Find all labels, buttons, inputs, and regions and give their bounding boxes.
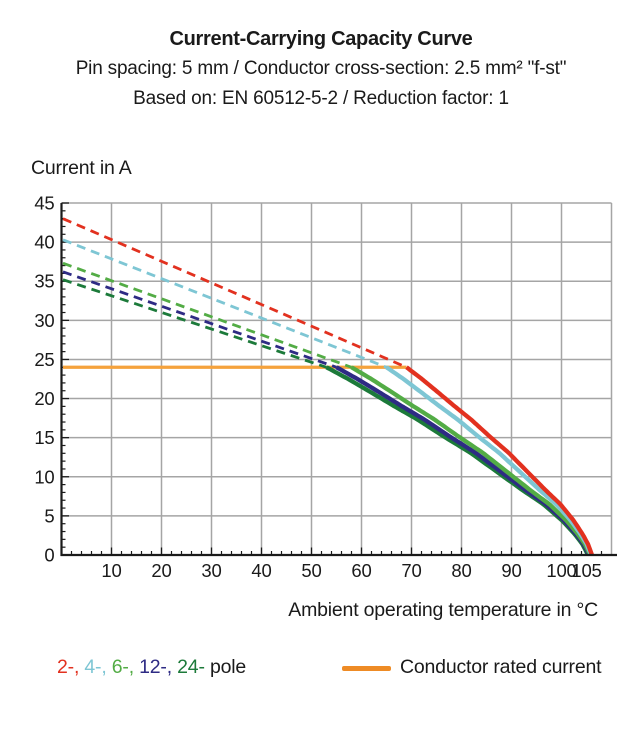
x-tick-label: 80 [451, 560, 471, 581]
y-tick-label: 0 [44, 545, 54, 566]
legend-pole-counts: 2-, 4-, 6-, 12-, 24- pole [57, 656, 246, 679]
series-2-pole-curve [405, 365, 595, 556]
x-tick-label: 100 [546, 560, 576, 581]
x-tick-label: 20 [151, 560, 171, 581]
legend-pole-2: 2-, [57, 656, 85, 678]
y-tick-label: 20 [34, 388, 54, 409]
x-tick-label: 60 [351, 560, 371, 581]
x-tick-label: 40 [251, 560, 271, 581]
legend-pole-4: 4-, [84, 656, 112, 678]
x-axis-title: Ambient operating temperature in °C [288, 599, 598, 621]
y-tick-label: 15 [34, 427, 54, 448]
x-tick-label: 105 [571, 560, 601, 581]
y-tick-label: 10 [34, 466, 54, 487]
legend-pole-12: 12-, [139, 656, 178, 678]
series-24-pole-dashed [62, 278, 327, 369]
chart-subtitle-spec: Pin spacing: 5 mm / Conductor cross-sect… [75, 58, 567, 79]
y-axis-title: Current in A [31, 157, 132, 179]
x-tick-label: 10 [101, 560, 121, 581]
legend-pole-suffix: pole [204, 656, 247, 678]
series-2-pole-dashed [62, 217, 408, 369]
y-tick-label: 30 [34, 310, 54, 331]
x-tick-label: 30 [201, 560, 221, 581]
rated-current-label: Conductor rated current [400, 656, 602, 678]
series-12-pole-dashed [62, 270, 337, 369]
series-4-pole-dashed [62, 238, 388, 369]
x-tick-label: 50 [301, 560, 321, 581]
legend-pole-items: 2-, 4-, 6-, 12-, 24- [57, 656, 205, 678]
rated-current-swatch [342, 666, 391, 671]
chart-subtitle-basis: Based on: EN 60512-5-2 / Reduction facto… [133, 88, 509, 109]
y-tick-label: 40 [34, 232, 54, 253]
y-tick-label: 35 [34, 271, 54, 292]
series-24-pole-curve [325, 365, 590, 556]
y-tick-label: 25 [34, 349, 54, 370]
legend-rated-current: Conductor rated current [342, 656, 602, 679]
series-6-pole-curve [350, 365, 592, 556]
x-tick-label: 90 [501, 560, 521, 581]
chart-title: Current-Carrying Capacity Curve [169, 28, 473, 50]
series-6-pole-dashed [62, 261, 352, 369]
legend-pole-6: 6-, [111, 656, 140, 678]
x-tick-label: 70 [401, 560, 421, 581]
y-tick-label: 5 [44, 505, 54, 526]
y-tick-label: 45 [34, 193, 54, 214]
chart-header: Current-Carrying Capacity Curve Pin spac… [0, 24, 642, 114]
series-4-pole-curve [385, 365, 593, 556]
legend-pole-24: 24- [177, 656, 205, 678]
